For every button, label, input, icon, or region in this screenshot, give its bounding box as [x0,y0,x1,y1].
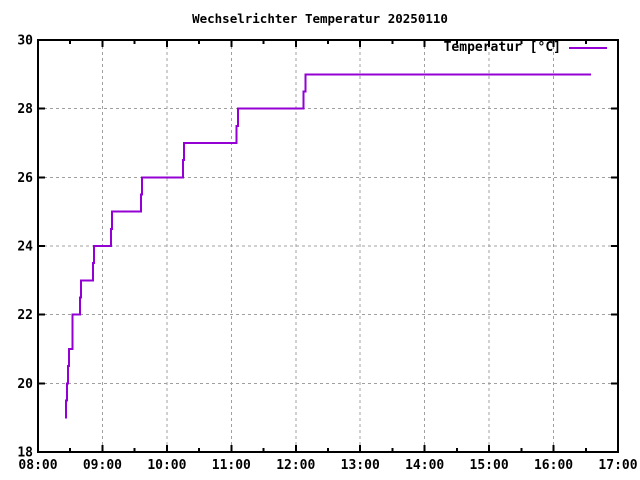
y-tick-label: 24 [17,240,33,255]
y-tick-label: 28 [17,102,33,117]
chart-title: Wechselrichter Temperatur 20250110 [192,11,448,26]
y-tick-label: 30 [17,34,33,49]
legend-line-sample [569,46,607,49]
y-tick-label: 18 [17,446,33,461]
x-tick-label: 08:00 [18,458,57,473]
x-tick-label: 16:00 [534,458,573,473]
legend: Temperatur [°C] [444,40,607,55]
y-tick-label: 22 [17,308,33,323]
x-tick-label: 13:00 [341,458,380,473]
x-tick-label: 17:00 [598,458,637,473]
y-tick-label: 20 [17,377,33,392]
x-tick-label: 11:00 [212,458,251,473]
legend-label: Temperatur [°C] [443,40,561,55]
x-tick-label: 10:00 [147,458,186,473]
y-tick-label: 26 [17,171,33,186]
x-tick-label: 15:00 [470,458,509,473]
temperature-step-line [64,73,592,419]
x-tick-label: 12:00 [276,458,315,473]
x-tick-label: 09:00 [83,458,122,473]
x-tick-label: 14:00 [405,458,444,473]
